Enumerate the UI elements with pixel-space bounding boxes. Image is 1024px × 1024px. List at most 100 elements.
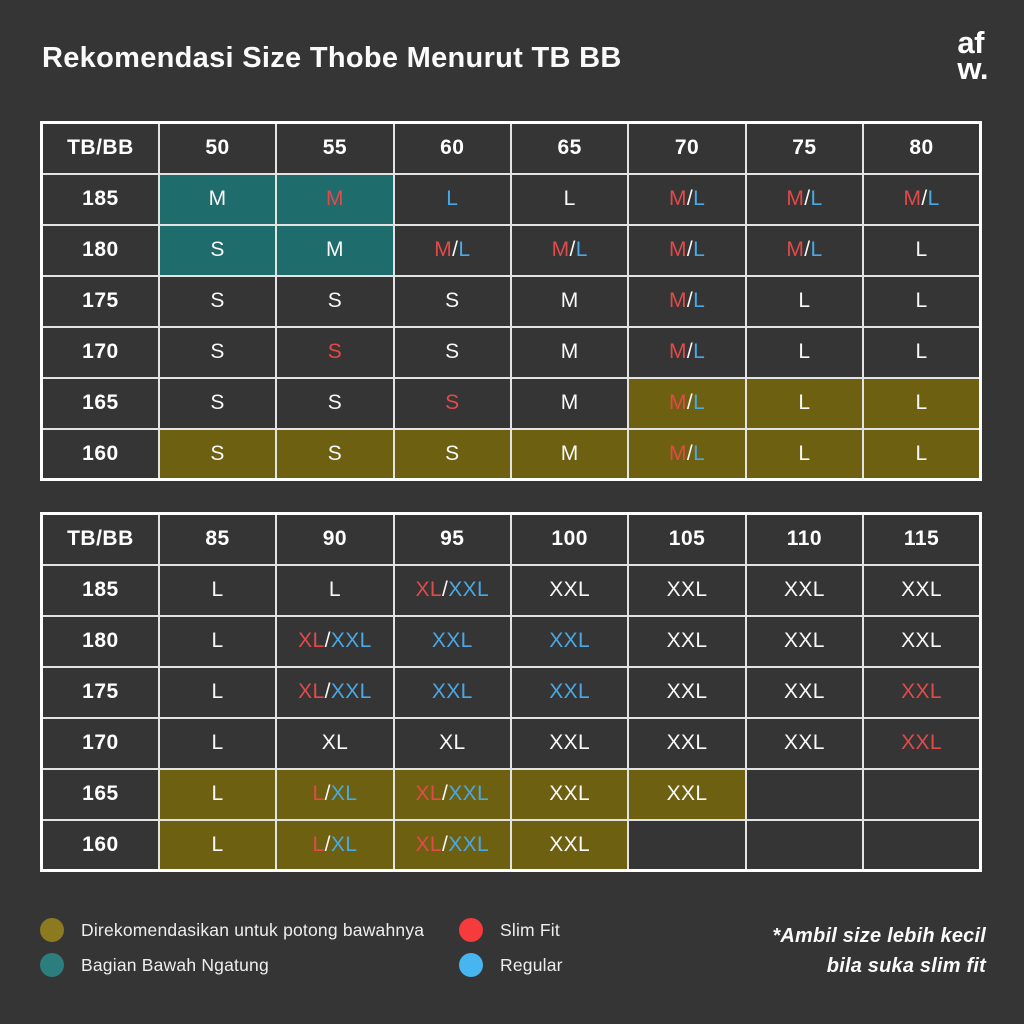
olive-dot-icon — [40, 918, 64, 942]
size-cell: M/L — [392, 223, 513, 277]
size-cell: S — [157, 427, 278, 481]
size-cell: M/L — [744, 223, 865, 277]
size-cell: L — [862, 223, 982, 277]
table-row-tb-180: 180 L XL/XXL XXL XXL XXL XXL XXL — [40, 614, 982, 668]
legend-label: Regular — [500, 954, 563, 975]
brand-logo: af w. — [957, 27, 988, 86]
column-header-70: 70 — [627, 121, 747, 175]
size-value: XXL — [448, 578, 490, 601]
size-value: XL — [298, 629, 325, 652]
size-value: M — [208, 187, 227, 210]
size-value: L — [211, 680, 224, 703]
size-value: L — [693, 289, 706, 312]
row-header-185: 185 — [40, 563, 160, 617]
size-value: XXL — [549, 578, 591, 601]
size-value: M — [325, 238, 344, 261]
size-value: / — [324, 782, 331, 805]
size-cell: XXL — [627, 614, 747, 668]
size-cell: XXL — [744, 716, 865, 770]
size-value: / — [686, 340, 694, 363]
size-value: L — [798, 441, 811, 465]
blue-dot-icon — [459, 953, 483, 977]
size-cell: S — [392, 274, 513, 328]
size-cell: M — [157, 172, 278, 226]
size-cell: XL/XXL — [392, 818, 513, 872]
size-cell: XL/XXL — [392, 767, 513, 821]
size-value: / — [686, 391, 694, 414]
legend-item-teal: Bagian Bawah Ngatung — [40, 953, 424, 977]
size-cell: XXL — [627, 563, 747, 617]
size-cell: S — [157, 325, 278, 379]
size-value: XXL — [901, 680, 943, 703]
table-row-tb-170: 170 L XL XL XXL XXL XXL XXL — [40, 716, 982, 770]
size-value: M — [551, 238, 570, 261]
size-value: S — [210, 238, 225, 261]
header-row: TB/BB 50 55 60 65 70 75 80 — [40, 121, 982, 175]
size-value: / — [569, 238, 576, 261]
size-value: / — [324, 680, 331, 703]
column-header-55: 55 — [275, 121, 395, 175]
size-value: XL — [439, 731, 466, 754]
size-value: S — [445, 441, 460, 465]
column-header-85: 85 — [157, 512, 278, 566]
size-cell: S — [275, 325, 395, 379]
size-value: L — [312, 782, 325, 805]
column-header-75: 75 — [744, 121, 865, 175]
legend-item-olive: Direkomendasikan untuk potong bawahnya — [40, 918, 424, 942]
logo-text-w: w. — [957, 51, 988, 86]
row-header-175: 175 — [40, 665, 160, 719]
size-cell: XXL — [509, 818, 630, 872]
size-cell: XXL — [509, 716, 630, 770]
size-cell: XXL — [509, 767, 630, 821]
column-header-tb-bb: TB/BB — [40, 512, 160, 566]
table-row-tb-185: 185 M M L L M/L M/L M/L — [40, 172, 982, 226]
size-value: L — [927, 187, 940, 210]
size-value: XXL — [330, 680, 372, 703]
size-value: S — [210, 289, 225, 312]
teal-dot-icon — [40, 953, 64, 977]
size-cell: M/L — [627, 427, 747, 481]
size-cell — [744, 818, 865, 872]
size-value: L — [915, 391, 928, 414]
size-value: XXL — [431, 680, 473, 703]
size-value: XXL — [783, 578, 825, 601]
footnote: *Ambil size lebih kecil bila suka slim f… — [772, 921, 986, 981]
size-value: S — [210, 441, 225, 465]
size-value: S — [210, 391, 225, 414]
size-value: / — [686, 187, 694, 210]
size-value: XXL — [666, 680, 708, 703]
size-cell: M/L — [627, 172, 747, 226]
size-value: L — [693, 238, 706, 261]
size-value: L — [810, 238, 823, 261]
size-cell — [862, 818, 982, 872]
size-value: XL — [298, 680, 325, 703]
size-value: XXL — [901, 731, 943, 754]
size-cell: XL — [392, 716, 513, 770]
table-row-tb-175: 175 S S S M M/L L L — [40, 274, 982, 328]
column-header-tb-bb: TB/BB — [40, 121, 160, 175]
size-value: / — [921, 187, 928, 210]
size-value: L — [458, 238, 471, 261]
size-value: M — [434, 238, 453, 261]
size-cell: XL/XXL — [275, 665, 395, 719]
size-cell — [744, 767, 865, 821]
size-value: M — [560, 340, 579, 363]
size-value: L — [575, 238, 588, 261]
size-value: XXL — [549, 629, 591, 652]
row-header-160: 160 — [40, 427, 160, 481]
row-header-170: 170 — [40, 716, 160, 770]
size-cell: M — [509, 376, 630, 430]
size-value: XL — [415, 832, 442, 856]
size-cell: L — [157, 665, 278, 719]
column-header-50: 50 — [157, 121, 278, 175]
size-cell: S — [275, 376, 395, 430]
legend-right-column: Slim Fit Regular — [459, 918, 563, 988]
size-value: L — [211, 731, 224, 754]
row-header-185: 185 — [40, 172, 160, 226]
size-cell: L — [157, 563, 278, 617]
size-value: L — [798, 340, 811, 363]
red-dot-icon — [459, 918, 483, 942]
row-header-175: 175 — [40, 274, 160, 328]
size-cell: S — [275, 274, 395, 328]
row-header-165: 165 — [40, 767, 160, 821]
